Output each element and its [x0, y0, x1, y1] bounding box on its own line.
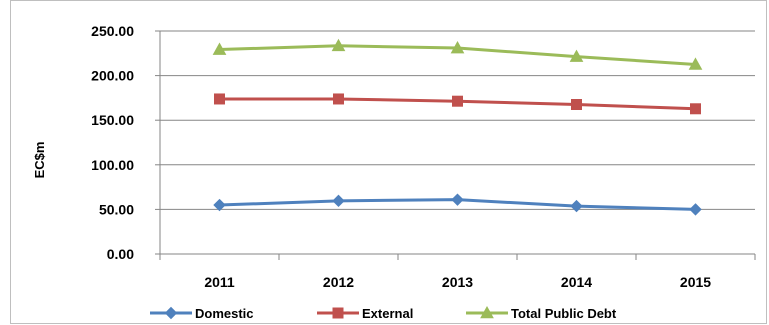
y-axis-ticks: 0.00 50.00 100.00 150.00 200.00 250.00	[91, 23, 160, 262]
legend-label: Domestic	[195, 306, 254, 321]
y-tick-label: 50.00	[99, 201, 134, 217]
external-point	[690, 103, 701, 115]
y-tick-label: 250.00	[91, 23, 134, 39]
external-point	[452, 95, 463, 107]
domestic-point	[213, 198, 226, 212]
legend-item-external: External	[317, 306, 413, 321]
external-point	[571, 99, 582, 111]
series	[212, 38, 703, 216]
series-domestic	[213, 193, 702, 216]
total-public-debt-point	[212, 42, 227, 55]
total-public-debt-point	[569, 49, 584, 62]
legend-item-total-public-debt: Total Public Debt	[466, 305, 617, 321]
y-tick-label: 100.00	[91, 157, 134, 173]
series-total-public-debt	[212, 38, 703, 70]
x-tick-label: 2012	[323, 274, 354, 290]
external-point	[214, 93, 225, 105]
legend-marker	[164, 306, 178, 320]
total-public-debt-point	[688, 57, 703, 70]
y-tick-label: 0.00	[107, 246, 134, 262]
domestic-point	[570, 199, 583, 213]
y-tick-label: 200.00	[91, 68, 134, 84]
series-external	[214, 93, 701, 115]
legend-marker	[332, 307, 344, 319]
legend-item-domestic: Domestic	[150, 306, 254, 321]
x-tick-label: 2011	[204, 274, 235, 290]
external-point	[333, 93, 344, 105]
legend-label: External	[362, 306, 413, 321]
legend-marker	[480, 305, 494, 319]
total-public-debt-point	[450, 41, 465, 54]
y-axis-title: EC$m	[32, 142, 47, 179]
x-tick-label: 2014	[561, 274, 592, 290]
chart-frame	[10, 0, 767, 324]
total-public-debt-point	[331, 38, 346, 52]
legend-label: Total Public Debt	[511, 306, 617, 321]
gridlines	[160, 30, 755, 210]
domestic-point	[332, 194, 345, 208]
x-axis-ticks: 2011 2012 2013 2014 2015	[159, 254, 756, 290]
domestic-point	[689, 203, 702, 216]
x-tick-label: 2015	[680, 274, 711, 290]
x-tick-label: 2013	[442, 274, 473, 290]
y-tick-label: 150.00	[91, 112, 134, 128]
domestic-point	[451, 193, 464, 206]
axes	[159, 31, 755, 255]
legend: Domestic External Total Public Debt	[150, 305, 617, 321]
